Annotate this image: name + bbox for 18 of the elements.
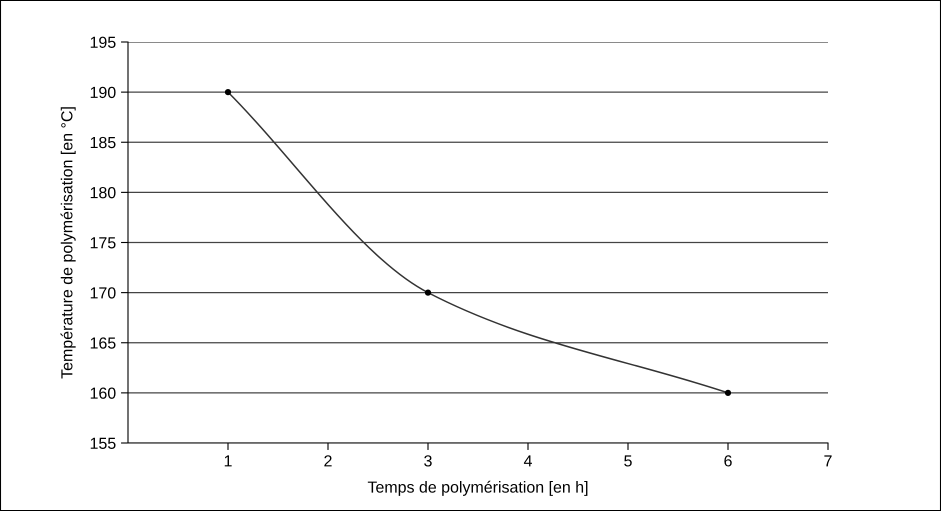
y-tick-label: 165: [90, 337, 116, 349]
y-tick-label: 180: [90, 187, 116, 198]
x-axis-title: Temps de polymérisation [en h]: [368, 480, 588, 496]
x-tick-label: 3: [424, 455, 432, 467]
x-tick-label: 4: [524, 455, 532, 466]
x-tick-label: 1: [224, 455, 232, 466]
x-tick-label: 6: [724, 455, 732, 467]
y-tick-label: 185: [90, 136, 116, 148]
y-tick-label: 195: [90, 36, 116, 48]
x-tick-label: 2: [324, 455, 332, 466]
y-tick-label: 155: [90, 438, 116, 449]
y-tick-label: 190: [90, 86, 116, 98]
y-tick-label: 160: [90, 388, 116, 399]
y-tick-label: 170: [90, 287, 116, 299]
x-tick-label: 5: [624, 455, 632, 467]
y-axis-title: Température de polymérisation [en °C]: [60, 107, 76, 378]
y-tick-label: 175: [90, 237, 116, 248]
x-tick-label: 7: [824, 455, 832, 466]
